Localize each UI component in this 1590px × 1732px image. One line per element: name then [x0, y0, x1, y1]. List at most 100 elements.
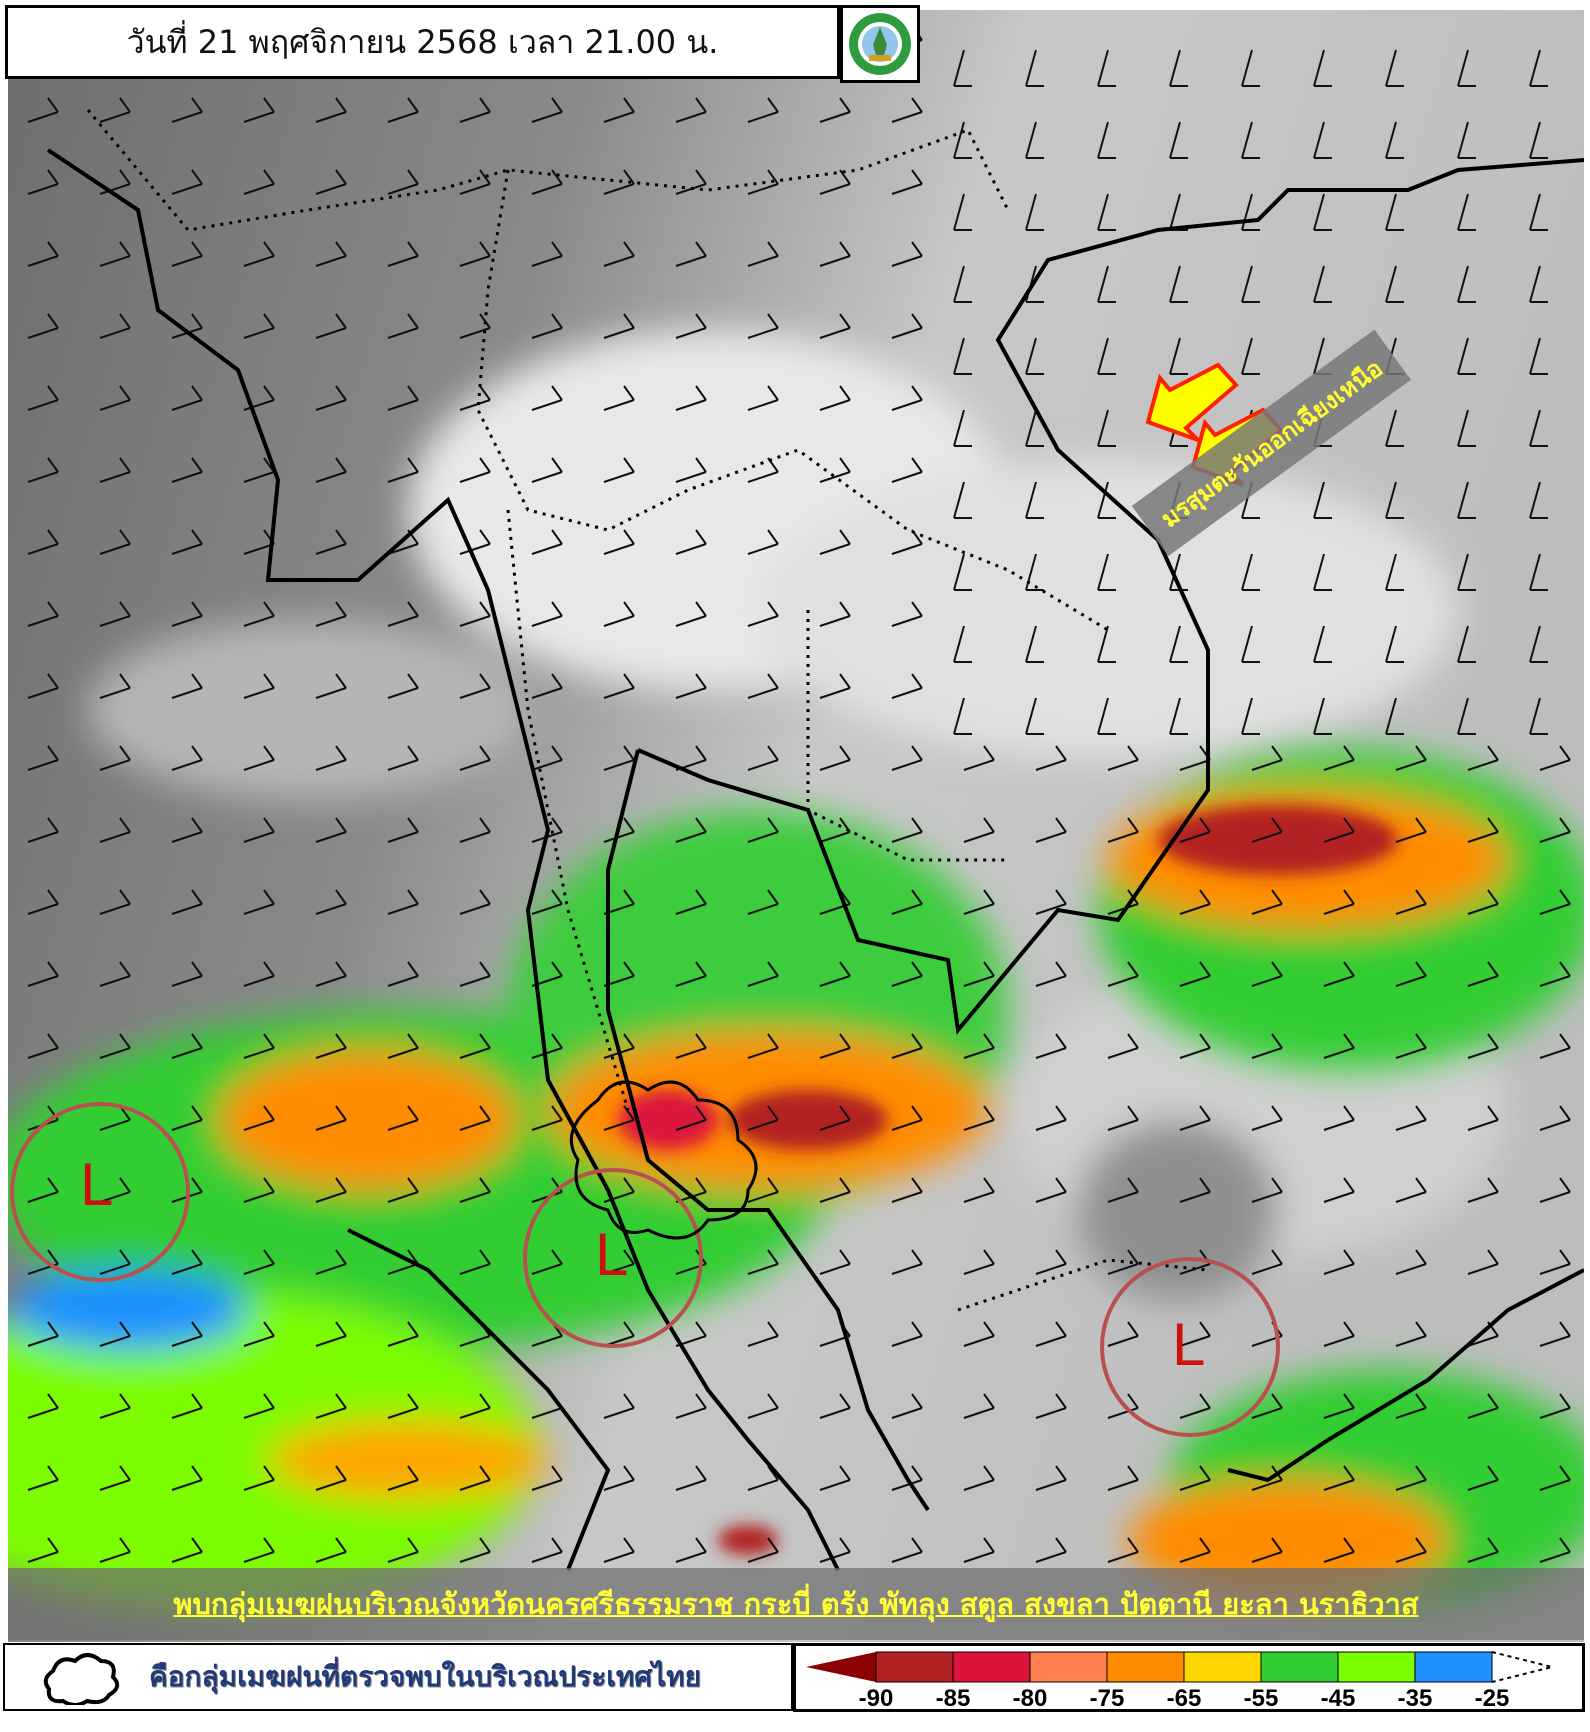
wind-barbs: [27, 25, 1571, 1563]
wind-barb: [1395, 1033, 1427, 1059]
wind-barb: [243, 1393, 275, 1419]
wind-barb: [459, 673, 491, 699]
wind-barb: [891, 1465, 923, 1491]
wind-barb: [1251, 1177, 1283, 1203]
wind-barb: [99, 889, 131, 915]
wind-barb: [459, 961, 491, 987]
wind-barb: [603, 673, 635, 699]
wind-barb: [1097, 625, 1116, 663]
wind-barb: [963, 1393, 995, 1419]
wind-barb: [1179, 1177, 1211, 1203]
wind-barb: [1539, 1537, 1571, 1563]
scale-swatch: [1183, 1651, 1262, 1683]
scale-swatch: [1414, 1651, 1493, 1683]
wind-barb: [1035, 1537, 1067, 1563]
scale-arrow-right: [1491, 1651, 1553, 1683]
wind-barb: [315, 961, 347, 987]
wind-barb: [891, 241, 923, 267]
wind-barb: [953, 49, 972, 87]
wind-barb: [27, 1393, 59, 1419]
wind-barb: [603, 313, 635, 339]
wind-barb: [675, 385, 707, 411]
wind-barb: [1107, 1321, 1139, 1347]
wind-barb: [603, 745, 635, 771]
wind-barb: [387, 1177, 419, 1203]
wind-barb: [99, 385, 131, 411]
wind-barb: [963, 889, 995, 915]
low-pressure-label: L: [80, 1151, 114, 1218]
wind-barb: [1251, 1105, 1283, 1131]
wind-barb: [171, 1321, 203, 1347]
wind-barb: [243, 385, 275, 411]
wind-barb: [819, 313, 851, 339]
wind-barb: [1395, 1249, 1427, 1275]
wind-barb: [27, 313, 59, 339]
wind-barb: [1107, 1393, 1139, 1419]
wind-barb: [1385, 625, 1404, 663]
cloud-legend-label: คือกลุ่มเมฆฝนที่ตรวจพบในบริเวณประเทศไทย: [149, 1660, 702, 1693]
wind-barb: [819, 601, 851, 627]
wind-barb: [1241, 553, 1260, 591]
wind-barb: [1251, 1537, 1283, 1563]
wind-barb: [1251, 745, 1283, 771]
wind-barb: [675, 1393, 707, 1419]
wind-barb: [675, 97, 707, 123]
wind-barb: [1241, 337, 1260, 375]
wind-barb: [171, 457, 203, 483]
wind-barb: [1107, 1177, 1139, 1203]
wind-barb: [1251, 1249, 1283, 1275]
wind-barb: [1035, 1321, 1067, 1347]
wind-barb: [1457, 193, 1476, 231]
wind-barb: [953, 697, 972, 735]
wind-barb: [243, 169, 275, 195]
wind-barb: [891, 385, 923, 411]
wind-barb: [27, 97, 59, 123]
wind-barb: [747, 529, 779, 555]
wind-barb: [531, 385, 563, 411]
wind-barb: [171, 529, 203, 555]
wind-barb: [747, 1249, 779, 1275]
wind-barb: [603, 601, 635, 627]
wind-barb: [675, 1105, 707, 1131]
wind-barb: [603, 1465, 635, 1491]
wind-barb: [1097, 265, 1116, 303]
wind-barb: [315, 1537, 347, 1563]
rain-summary-text: พบกลุ่มเมฆฝนบริเวณจังหวัดนครศรีธรรมราช ก…: [173, 1587, 1419, 1621]
wind-barb: [171, 1033, 203, 1059]
wind-barb: [747, 1105, 779, 1131]
wind-barb: [675, 1033, 707, 1059]
wind-barb: [1035, 1105, 1067, 1131]
wind-barb: [243, 601, 275, 627]
wind-barb: [1035, 1177, 1067, 1203]
wind-barb: [315, 1321, 347, 1347]
wind-barb: [171, 889, 203, 915]
scale-tick-label: -45: [1321, 1685, 1356, 1709]
wind-barb: [1241, 193, 1260, 231]
wind-barb: [99, 1177, 131, 1203]
scale-tick-label: -80: [1013, 1685, 1048, 1709]
wind-barb: [1169, 337, 1188, 375]
wind-barb: [1323, 745, 1355, 771]
wind-barb: [171, 817, 203, 843]
wind-barb: [1313, 49, 1332, 87]
wind-barb: [1313, 625, 1332, 663]
wind-barb: [27, 817, 59, 843]
wind-barb: [1313, 553, 1332, 591]
wind-barb: [99, 97, 131, 123]
wind-barb: [315, 673, 347, 699]
wind-barb: [953, 265, 972, 303]
wind-barb: [27, 745, 59, 771]
wind-barb: [27, 673, 59, 699]
wind-barb: [891, 1537, 923, 1563]
wind-barb: [675, 1465, 707, 1491]
wind-barb: [99, 457, 131, 483]
wind-barb: [891, 1033, 923, 1059]
wind-barb: [387, 1537, 419, 1563]
scale-tick-label: -25: [1475, 1685, 1510, 1709]
wind-barb: [171, 601, 203, 627]
wind-barb: [459, 97, 491, 123]
wind-barb: [1025, 193, 1044, 231]
rain-summary-banner: พบกลุ่มเมฆฝนบริเวณจังหวัดนครศรีธรรมราช ก…: [8, 1568, 1584, 1640]
wind-barb: [243, 1249, 275, 1275]
wind-barb: [891, 313, 923, 339]
